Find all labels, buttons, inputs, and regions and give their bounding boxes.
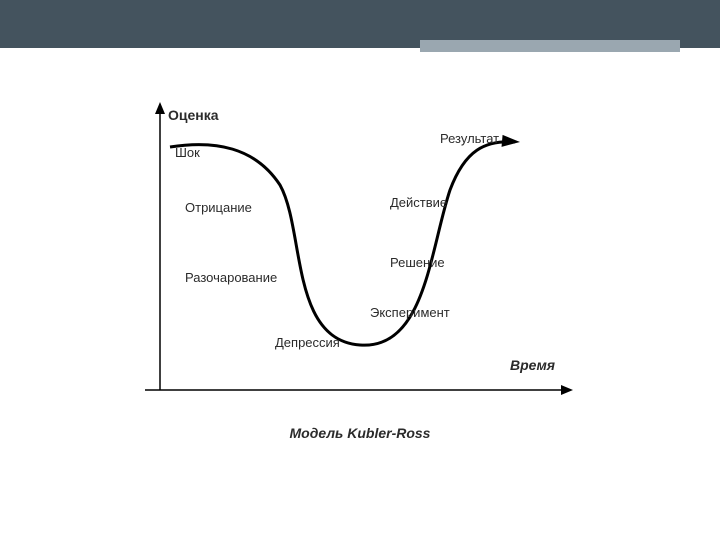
stage-label: Действие [390, 195, 447, 210]
x-axis-label: Время [510, 357, 555, 373]
stage-label: Отрицание [185, 200, 252, 215]
kubler-ross-chart: Оценка Время Шок Отрицание Разочарование Де… [120, 95, 600, 435]
slide-header-accent [420, 40, 680, 52]
stage-label: Результат [440, 131, 499, 146]
stage-label: Решение [390, 255, 445, 270]
y-axis-label: Оценка [168, 107, 219, 123]
stage-label: Эксперимент [370, 305, 450, 320]
chart-caption: Модель Kubler-Ross [120, 425, 600, 441]
stage-label: Депрессия [275, 335, 340, 350]
stage-label: Шок [175, 145, 200, 160]
stage-label: Разочарование [185, 270, 277, 285]
